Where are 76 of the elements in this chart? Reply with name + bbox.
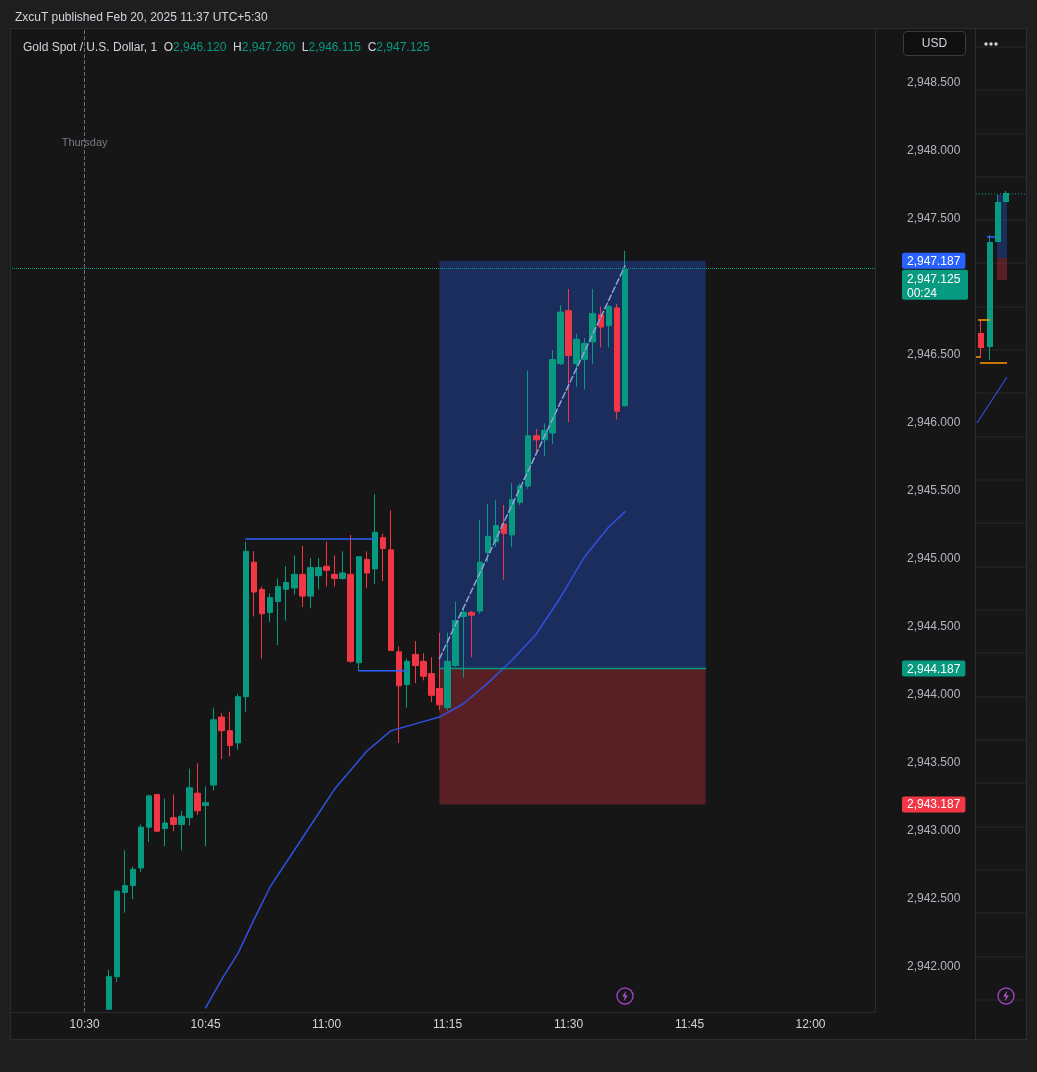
- candlestick: [468, 610, 475, 658]
- candlestick: [533, 428, 540, 454]
- candlestick: [331, 554, 338, 588]
- y-tick-label: 2,947.500: [907, 211, 961, 226]
- candlestick: [202, 785, 209, 847]
- candlestick: [122, 849, 128, 914]
- line-series: [204, 511, 626, 1009]
- candlestick: [106, 969, 112, 1010]
- currency-button: USD: [903, 31, 966, 56]
- y-tick-label: 2,946.000: [907, 415, 961, 430]
- y-tick-label: 2,942.500: [907, 890, 961, 905]
- candlestick: [598, 306, 604, 348]
- candlestick: [517, 482, 523, 506]
- candlestick: [404, 658, 410, 709]
- y-tick-label: 2,945.500: [907, 483, 961, 498]
- y-tick-label: 2,943.000: [907, 822, 961, 837]
- candlestick: [565, 288, 572, 423]
- y-tick-label: 2,943.500: [907, 754, 961, 769]
- y-tick-label: 2,944.187: [907, 661, 961, 676]
- x-tick-label: 12:00: [795, 1017, 826, 1031]
- candlestick: [291, 554, 298, 596]
- candlestick: [267, 592, 273, 623]
- x-tick-label: 11:45: [674, 1017, 705, 1031]
- candlestick: [299, 545, 306, 608]
- ref-line-label: 2,947.125 00:24: [907, 271, 961, 300]
- y-tick-label: 2,945.000: [907, 551, 961, 566]
- candlestick: [114, 890, 120, 983]
- y-tick-label: 2,946.500: [907, 347, 961, 362]
- candlestick: [364, 550, 370, 589]
- candlestick: [138, 823, 144, 873]
- candlestick: [347, 534, 354, 664]
- candlestick: [501, 504, 507, 581]
- candlestick: [380, 533, 386, 582]
- candlestick: [372, 493, 378, 585]
- candlestick: [154, 794, 160, 832]
- candlestick: [388, 509, 394, 651]
- candlestick: [396, 645, 402, 744]
- x-tick-label: 11:30: [553, 1017, 584, 1031]
- ref-line-label: Thursday: [61, 136, 109, 148]
- candlestick: [235, 693, 241, 751]
- y-tick-label: 2,948.000: [907, 143, 961, 158]
- text: Gold Spot / U.S. Dollar, 1 O2,946.120 H2,947.260 L2,946.115 C2,947.125: [23, 40, 431, 54]
- candlestick: [283, 565, 289, 622]
- candlestick: [146, 794, 152, 843]
- candlestick: [170, 794, 177, 832]
- y-tick-label: 2,942.000: [907, 958, 961, 973]
- candlestick: [606, 304, 612, 348]
- candlestick: [194, 762, 201, 816]
- candlestick: [589, 288, 596, 365]
- candlestick: [243, 541, 249, 713]
- y-tick-label: 2,944.500: [907, 619, 961, 634]
- candlestick: [323, 541, 330, 588]
- candlestick: [356, 556, 362, 672]
- candlestick: [162, 798, 168, 847]
- candlestick: [130, 866, 136, 900]
- chart-title: ZxcuT published Feb 20, 2025 11:37 UTC+5:30: [15, 10, 269, 24]
- y-tick-label: 2,944.000: [907, 686, 961, 701]
- y-tick-label: 2,948.500: [907, 75, 961, 90]
- candlestick: [227, 711, 233, 757]
- x-tick-label: 10:30: [69, 1017, 100, 1031]
- candlestick: [210, 707, 217, 791]
- candlestick: [218, 712, 225, 760]
- candlestick: [251, 550, 257, 617]
- x-tick-label: 11:15: [432, 1017, 463, 1031]
- candlestick: [509, 482, 515, 548]
- candlestick: [614, 303, 620, 420]
- candlestick: [477, 519, 483, 615]
- candlestick: [259, 586, 265, 660]
- candlestick: [485, 503, 491, 563]
- x-tick-label: 10:45: [190, 1017, 221, 1031]
- y-tick-label: 2,947.187: [907, 253, 961, 268]
- candlestick: [275, 577, 281, 646]
- candlestick: [339, 550, 346, 581]
- y-tick-label: 2,943.187: [907, 797, 961, 812]
- x-tick-label: 11:00: [311, 1017, 342, 1031]
- candlestick: [525, 370, 531, 490]
